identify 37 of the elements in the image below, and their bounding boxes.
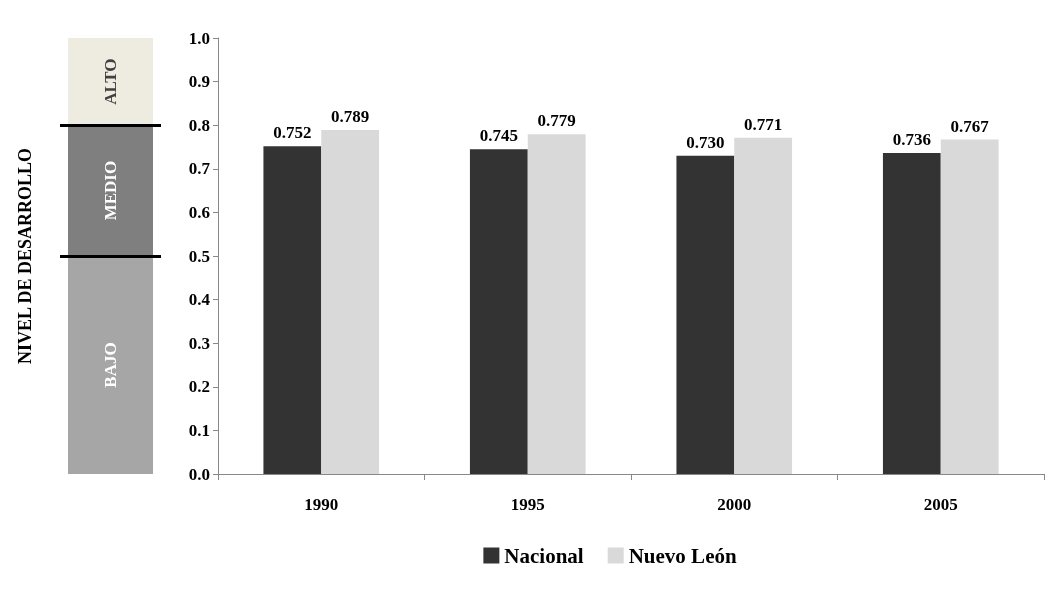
x-tick-label: 1990 <box>304 495 339 514</box>
bar <box>676 155 735 474</box>
legend-label: Nuevo León <box>628 543 737 568</box>
y-tick-label: 0.8 <box>188 115 210 135</box>
data-label: 0.745 <box>479 126 518 146</box>
bar <box>469 149 528 474</box>
data-label: 0.767 <box>950 116 990 136</box>
data-label: 0.779 <box>537 111 576 131</box>
bar <box>527 134 586 474</box>
x-tick-label: 1995 <box>510 495 545 514</box>
series-label: ALTO <box>101 58 120 105</box>
bar <box>321 130 380 474</box>
y-tick-label: 0.0 <box>188 464 210 484</box>
series-label: BAJO <box>101 342 120 388</box>
y-tick-label: 0.9 <box>188 72 210 92</box>
series-label: MEDIO <box>101 160 120 221</box>
bar <box>882 153 941 474</box>
y-axis-title: NIVEL DE DESARROLLO <box>15 147 35 365</box>
y-tick-label: 1.0 <box>188 28 210 48</box>
y-tick-label: 0.3 <box>188 333 210 353</box>
data-label: 0.730 <box>686 132 725 152</box>
y-tick-label: 0.1 <box>188 420 210 440</box>
y-tick-label: 0.4 <box>188 290 211 310</box>
y-tick-label: 0.7 <box>188 159 211 179</box>
y-tick-label: 0.2 <box>188 377 210 397</box>
data-label: 0.789 <box>331 107 370 126</box>
x-tick-label: 2005 <box>923 495 958 514</box>
y-tick-label: 0.5 <box>188 246 210 266</box>
bar <box>263 146 322 474</box>
bar <box>734 137 793 474</box>
legend-label: Nacional <box>504 543 584 568</box>
data-label: 0.752 <box>273 123 312 143</box>
y-tick-label: 0.6 <box>188 202 210 222</box>
data-label: 0.736 <box>892 130 931 150</box>
data-label: 0.771 <box>744 114 783 134</box>
x-tick-label: 2000 <box>717 495 752 514</box>
bar <box>940 139 999 474</box>
